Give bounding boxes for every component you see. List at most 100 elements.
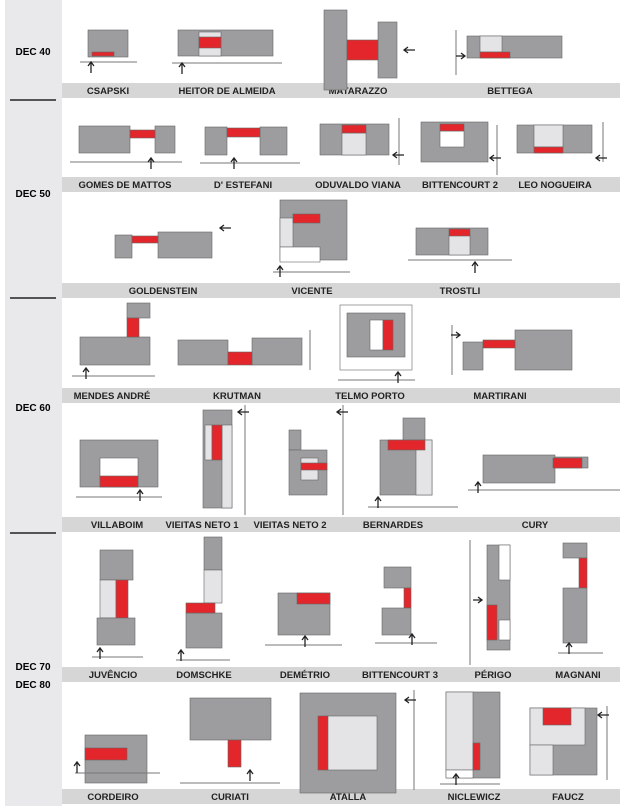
built-volume	[203, 536, 223, 571]
label-bar	[62, 283, 620, 298]
project-label: BITTENCOURT 2	[422, 180, 498, 191]
project-label: LEO NOGUEIRA	[518, 180, 592, 191]
entrance-arrow-icon	[301, 634, 309, 647]
label-bar	[62, 789, 620, 804]
project-label: CSAPSKI	[87, 86, 129, 97]
entrance-arrow-icon	[87, 60, 95, 73]
open-area	[325, 715, 378, 771]
highlighted-area	[296, 592, 331, 605]
built-volume	[562, 542, 588, 559]
highlighted-area	[482, 339, 516, 349]
entrance-arrow-icon	[474, 480, 482, 493]
open-area	[279, 217, 294, 248]
highlighted-area	[226, 127, 261, 138]
highlighted-area	[542, 707, 572, 726]
decade-label-80: DEC 80	[15, 680, 50, 691]
highlighted-area	[185, 602, 216, 614]
open-area	[529, 744, 554, 776]
entrance-arrow-icon	[452, 772, 460, 785]
label-bar	[62, 517, 620, 532]
built-volume	[462, 341, 484, 371]
highlighted-area	[115, 579, 129, 619]
entrance-arrow-icon	[456, 52, 467, 60]
highlighted-area	[211, 424, 223, 461]
decade-label-60: DEC 60	[15, 403, 50, 414]
project-label: CURY	[522, 520, 549, 531]
open-area	[203, 569, 223, 604]
project-label: BETTEGA	[487, 86, 533, 97]
project-label: MARTIRANI	[473, 391, 526, 402]
entrance-arrow-icon	[408, 632, 416, 645]
project-label: VILLABOIM	[91, 520, 143, 531]
open-area	[204, 424, 213, 461]
highlighted-area	[84, 747, 128, 761]
project-label: MENDES ANDRÉ	[74, 391, 151, 402]
built-volume	[381, 607, 412, 636]
built-volume	[78, 125, 131, 154]
project-label: DOMSCHKE	[176, 670, 231, 681]
label-bar	[62, 388, 620, 403]
highlighted-area	[472, 742, 481, 771]
void-area	[279, 246, 321, 263]
built-volume	[177, 29, 274, 57]
project-label: ODUVALDO VIANA	[315, 180, 401, 191]
built-volume	[383, 566, 412, 589]
highlighted-area	[99, 475, 139, 488]
decade-sidebar	[5, 0, 62, 806]
highlighted-area	[346, 39, 379, 61]
highlighted-area	[578, 557, 588, 589]
open-area	[341, 132, 367, 156]
open-area	[221, 424, 233, 509]
highlighted-area	[131, 235, 159, 244]
project-label: TELMO PORTO	[335, 391, 405, 402]
entrance-arrow-icon	[177, 648, 185, 661]
decade-label-50: DEC 50	[15, 189, 50, 200]
highlighted-area	[292, 213, 321, 224]
open-area	[448, 234, 471, 256]
highlighted-area	[533, 146, 564, 154]
highlighted-area	[552, 457, 583, 469]
built-volume	[189, 697, 272, 741]
open-area	[445, 691, 474, 771]
entrance-arrow-icon	[73, 760, 81, 773]
highlighted-area	[403, 587, 412, 609]
highlighted-area	[439, 123, 465, 132]
entrance-arrow-icon	[403, 696, 416, 704]
entrance-arrow-icon	[451, 331, 462, 339]
highlighted-area	[198, 36, 222, 49]
void-area	[439, 130, 465, 148]
built-volume	[251, 337, 303, 366]
highlighted-area	[227, 739, 242, 768]
built-volume	[177, 339, 229, 366]
open-area	[99, 579, 117, 619]
project-label: BERNARDES	[363, 520, 423, 531]
highlighted-area	[341, 124, 367, 134]
void-area	[498, 619, 511, 641]
project-label: VIEITAS NETO 2	[253, 520, 326, 531]
project-label: PÉRIGO	[475, 670, 512, 681]
entrance-arrow-icon	[596, 711, 609, 719]
built-volume	[157, 231, 213, 259]
entrance-arrow-icon	[335, 408, 348, 416]
project-label: ATALLA	[330, 792, 367, 803]
entrance-arrow-icon	[594, 154, 607, 162]
project-label: JUVÊNCIO	[89, 669, 138, 681]
label-bar	[62, 667, 620, 682]
built-volume	[562, 587, 588, 644]
void-area	[498, 544, 511, 581]
highlighted-area	[300, 462, 328, 471]
highlighted-area	[479, 51, 511, 59]
entrance-arrow-icon	[471, 260, 479, 273]
project-label: MAGNANI	[555, 670, 600, 681]
built-volume	[514, 329, 573, 371]
entrance-arrow-icon	[473, 596, 484, 604]
project-label: GOLDENSTEIN	[129, 286, 198, 297]
highlighted-area	[317, 715, 329, 771]
decade-label-70: DEC 70	[15, 662, 50, 673]
open-area	[479, 35, 503, 53]
entrance-arrow-icon	[565, 641, 573, 654]
built-volume	[87, 29, 129, 58]
project-label: DEMÉTRIO	[280, 670, 330, 681]
